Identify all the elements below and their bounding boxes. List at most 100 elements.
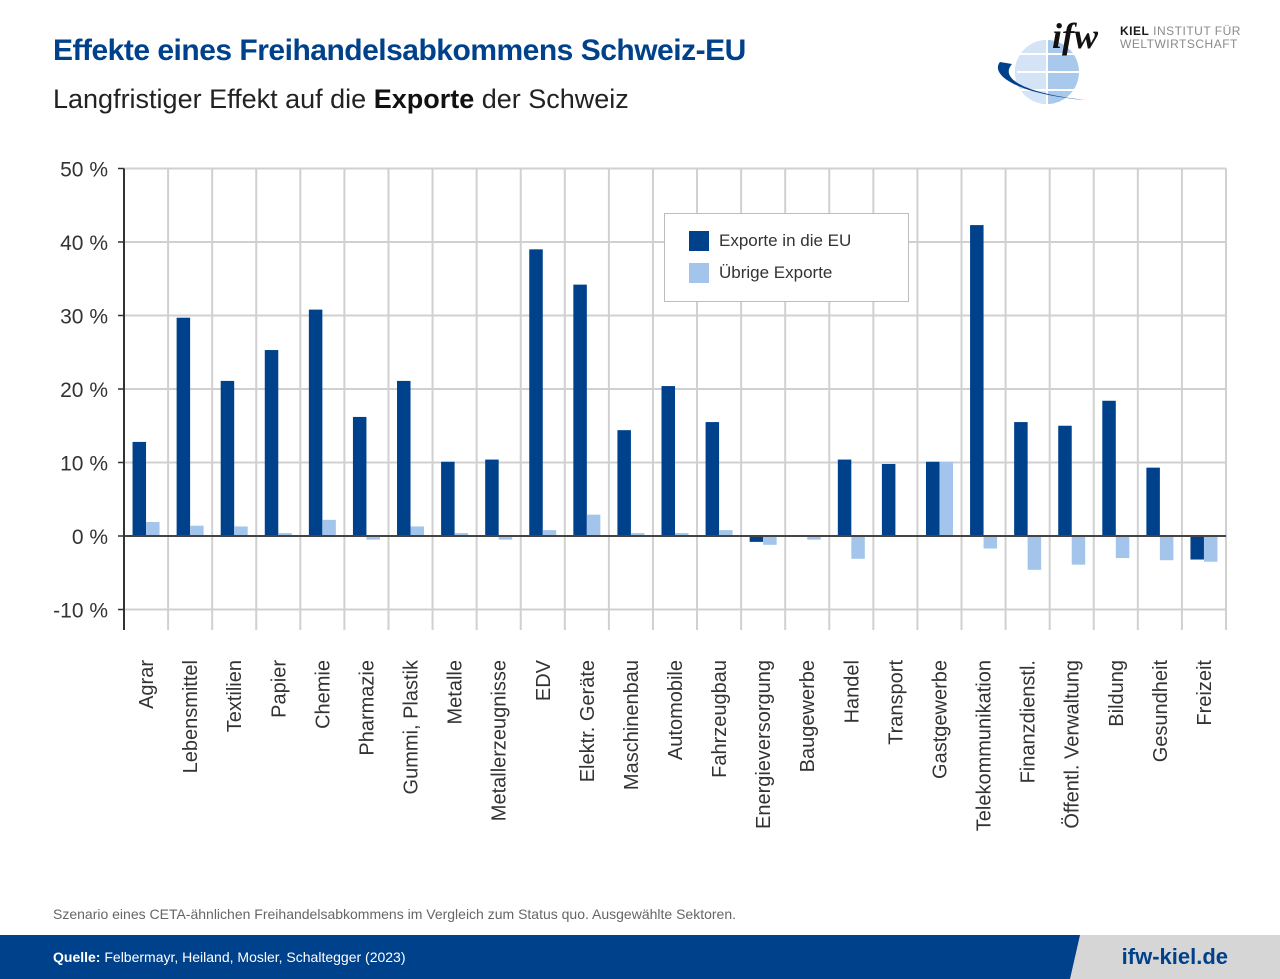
bar-eu [308,309,323,536]
bar-other [586,514,601,536]
bar-eu [617,430,631,536]
x-tick-label: EDV [533,659,555,701]
x-tick-label: Chemie [312,660,334,729]
bar-other [190,525,204,536]
legend-label-eu: Exporte in die EU [719,231,852,250]
x-tick-label: Energieversorgung [753,660,775,829]
bar-other [498,536,513,540]
subtitle-post: der Schweiz [474,84,629,114]
chart-legend: Exporte in die EU Übrige Exporte [664,213,909,302]
x-tick-label: Maschinenbau [621,660,643,790]
y-tick-label: -10 % [53,600,108,623]
x-tick-label: Lebensmittel [180,660,202,773]
bar-eu [132,441,147,536]
website-panel: ifw-kiel.de [1070,935,1280,979]
y-tick-label: 50 % [60,159,108,182]
bar-eu [264,350,279,536]
source-text: Felbermayr, Heiland, Mosler, Schaltegger… [100,949,406,965]
bar-eu [441,461,455,536]
bar-other [1027,536,1042,570]
bar-other [807,536,821,540]
y-tick-label: 30 % [60,306,108,329]
legend-swatch-other [689,263,709,283]
x-tick-label: Automobile [665,660,687,760]
footer-bar: Quelle: Felbermayr, Heiland, Mosler, Sch… [0,935,1280,979]
bar-other [675,533,689,536]
bar-other [410,526,425,536]
bar-other [1115,536,1130,559]
x-tick-label: Pharmazie [356,660,378,756]
bar-eu [1146,467,1160,536]
bar-eu [970,225,984,536]
x-tick-label: Gummi, Plastik [401,659,423,794]
source-citation: Quelle: Felbermayr, Heiland, Mosler, Sch… [53,949,406,965]
bar-other [278,533,292,536]
bar-eu [705,422,720,536]
x-tick-label: Öffentl. Verwaltung [1062,660,1084,829]
bar-eu [1058,425,1072,536]
chart-title: Effekte eines Freihandelsabkommens Schwe… [53,34,746,67]
x-tick-label: Papier [268,660,290,718]
y-tick-label: 0 % [72,526,108,549]
logo-text: KIEL INSTITUT FÜR WELTWIRTSCHAFT [1120,25,1241,51]
bar-eu [925,461,940,536]
bar-eu [1014,422,1028,536]
legend-item-other: Übrige Exporte [689,263,832,283]
x-tick-label: Elektr. Geräte [577,660,599,782]
bar-eu [573,284,587,536]
y-tick-label: 40 % [60,232,108,255]
bar-eu [661,386,675,536]
x-tick-label: Handel [841,660,863,723]
bar-eu [1190,536,1204,560]
legend-swatch-eu [689,231,709,251]
bar-other [146,522,160,536]
x-tick-label: Fahrzeugbau [709,660,731,778]
logo-weltwirtschaft: WELTWIRTSCHAFT [1120,37,1238,51]
subtitle-pre: Langfristiger Effekt auf die [53,84,374,114]
subtitle-bold: Exporte [373,84,475,114]
bar-other [983,536,998,549]
bar-eu [837,459,852,536]
x-tick-label: Transport [885,660,907,745]
bar-other [542,530,557,536]
x-tick-label: Metalle [445,660,467,724]
legend-item-eu: Exporte in die EU [689,231,851,251]
x-tick-label: Gesundheit [1150,660,1172,763]
bar-other [1159,536,1174,561]
bar-eu [749,536,764,542]
bar-other [719,530,733,536]
x-tick-label: Gastgewerbe [929,660,951,779]
bar-other [630,533,645,536]
x-tick-label: Agrar [136,660,158,709]
bar-other [234,526,248,536]
bar-chart: 50 % 40 % 30 % 20 % 10 % 0 % -10 % Agrar Lebensm… [53,159,1227,831]
x-tick-label: Freizeit [1194,660,1216,726]
x-tick-label: Finanzdienstl. [1018,660,1040,783]
bar-other [322,519,336,536]
source-label: Quelle: [53,949,101,965]
bar-other [1071,536,1086,565]
bar-eu [529,249,543,536]
website-link[interactable]: ifw-kiel.de [1121,944,1228,969]
bar-other [454,533,469,536]
footnote: Szenario eines CETA-ähnlichen Freihandel… [53,906,736,922]
bar-other [851,536,865,559]
ifw-globe-logo-icon: ifw [997,16,1099,104]
y-tick-label: 10 % [60,453,108,476]
x-tick-label: Baugewerbe [797,660,819,772]
legend-label-other: Übrige Exporte [719,263,833,282]
bar-other [939,461,953,536]
x-tick-label: Metallerzeugnisse [489,660,511,821]
bar-other [763,536,777,545]
bar-eu [1102,400,1116,536]
bar-eu [176,317,191,536]
bar-eu [881,463,896,536]
bar-other [1203,536,1218,562]
logo-mark: ifw [1052,16,1099,56]
x-tick-label: Telekommunikation [974,660,996,831]
y-tick-label: 20 % [60,379,108,402]
bar-eu [397,380,411,536]
bar-eu [485,459,499,536]
x-tick-label: Bildung [1106,660,1128,727]
x-tick-label: Textilien [224,660,246,732]
